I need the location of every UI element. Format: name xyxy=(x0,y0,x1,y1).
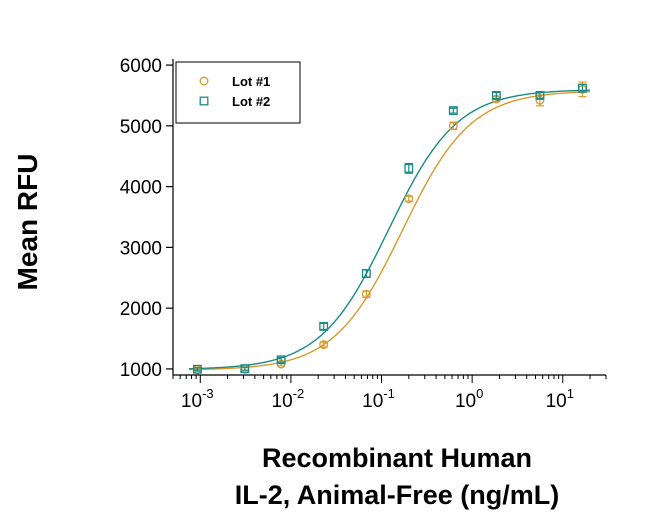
data-point xyxy=(491,91,501,100)
legend-box xyxy=(175,61,301,124)
x-tick-label: 10-3 xyxy=(181,386,214,412)
data-point xyxy=(535,91,545,100)
legend-label: Lot #2 xyxy=(232,94,270,109)
y-tick-label: 1000 xyxy=(120,360,162,381)
x-tick-label: 101 xyxy=(546,386,574,412)
y-tick-label: 3000 xyxy=(120,238,162,259)
y-axis-title: Mean RFU xyxy=(12,154,43,291)
data-point xyxy=(578,83,587,93)
data-points xyxy=(192,81,587,375)
x-tick-label: 100 xyxy=(455,386,483,412)
fit-curve xyxy=(188,91,591,371)
data-point xyxy=(448,106,458,116)
legend-marker xyxy=(199,96,209,106)
data-point xyxy=(192,364,202,374)
data-point xyxy=(404,163,414,173)
data-point xyxy=(319,321,329,331)
y-tick-label: 4000 xyxy=(120,178,162,199)
data-point xyxy=(361,289,371,299)
y-tick-label: 5000 xyxy=(120,117,162,138)
x-axis-title-line2: IL-2, Animal-Free (ng/mL) xyxy=(235,480,560,510)
data-point xyxy=(448,121,458,131)
data-point xyxy=(319,340,329,350)
y-tick-label: 2000 xyxy=(120,299,162,320)
fit-curve xyxy=(188,89,591,370)
legend: Lot #1 Lot #2 xyxy=(175,61,301,124)
data-point xyxy=(404,194,414,204)
legend-marker xyxy=(199,76,209,86)
data-point xyxy=(361,269,371,278)
x-tick-label: 10-1 xyxy=(362,386,395,412)
x-tick-label: 10-2 xyxy=(272,386,305,412)
legend-label: Lot #1 xyxy=(232,74,270,89)
data-point xyxy=(276,355,286,365)
axes: 1000 2000 3000 4000 5000 6000 10-3 10-2 10-1 100 1… xyxy=(120,56,607,412)
fit-curves xyxy=(188,89,591,371)
x-axis-title-line1: Recombinant Human xyxy=(262,443,532,473)
data-point xyxy=(240,364,250,374)
y-tick-label: 6000 xyxy=(120,56,162,77)
